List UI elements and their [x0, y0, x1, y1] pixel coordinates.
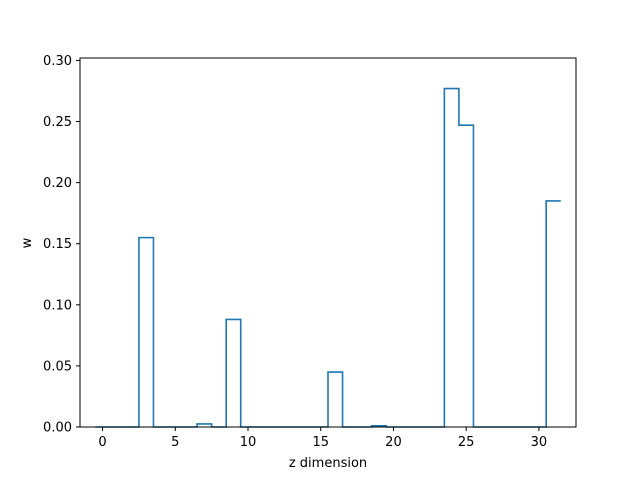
x-tick-label-30: 30: [531, 435, 548, 450]
y-tick-label-0.20: 0.20: [43, 176, 72, 191]
y-tick-label-0.05: 0.05: [43, 359, 72, 374]
x-tick-label-15: 15: [312, 435, 329, 450]
x-tick-label-20: 20: [385, 435, 402, 450]
y-tick-label-0.10: 0.10: [43, 298, 72, 313]
x-tick-label-5: 5: [171, 435, 179, 450]
y-tick-label-0.00: 0.00: [43, 421, 72, 436]
x-tick-label-10: 10: [240, 435, 257, 450]
plot-area: [79, 57, 577, 428]
y-axis: 0.00 0.05 0.10 0.15 0.20 0.25 0.30: [43, 54, 80, 436]
y-axis-label: w: [20, 237, 35, 248]
y-tick-label-0.15: 0.15: [43, 237, 72, 252]
y-tick-label-0.25: 0.25: [43, 115, 72, 130]
x-axis-label: z dimension: [289, 456, 367, 471]
x-tick-label-25: 25: [458, 435, 475, 450]
x-tick-label-0: 0: [98, 435, 106, 450]
x-axis: 0 5 10 15 20 25 30: [98, 427, 547, 450]
y-tick-label-0.30: 0.30: [43, 54, 72, 69]
plot-frame: [79, 57, 577, 428]
